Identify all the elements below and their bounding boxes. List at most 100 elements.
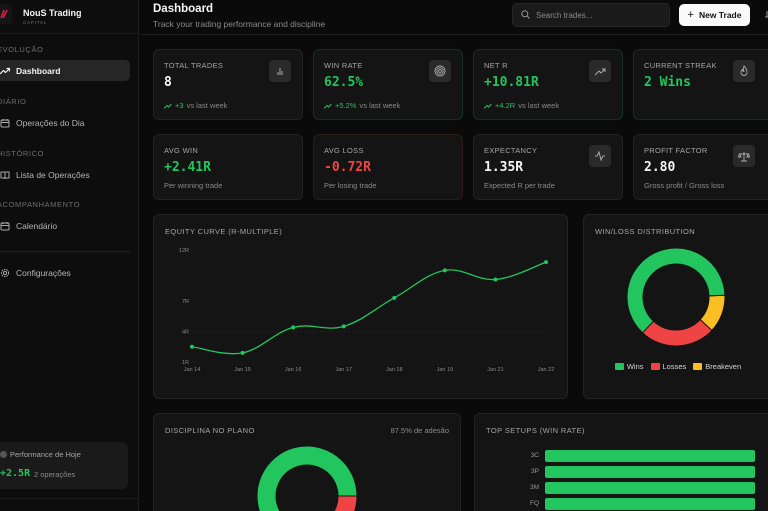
equity-point: [544, 260, 548, 265]
setup-bar[interactable]: [545, 498, 755, 510]
metric-sub: Per winning trade: [164, 181, 223, 190]
page-subtitle: Track your trading performance and disci…: [153, 19, 326, 29]
metric-trend: +5.2% vs last week: [324, 101, 400, 110]
metric-label: CURRENT STREAK: [644, 61, 717, 70]
status-dot-icon: [0, 451, 7, 458]
legend-swatch: [614, 363, 624, 370]
new-trade-button[interactable]: + New Trade: [679, 4, 750, 26]
sidebar-item-configuracoes[interactable]: Configurações: [0, 262, 130, 283]
gear-icon: [0, 268, 10, 278]
win-loss-donut-chart: [626, 247, 726, 347]
discipline-donut-chart: [256, 445, 358, 511]
top-setups-panel: TOP SETUPS (WIN RATE) 3C 3P 3M FQ: [474, 413, 768, 511]
legend-swatch: [650, 363, 660, 370]
book-icon: [0, 170, 10, 180]
metric-label: WIN RATE: [324, 61, 363, 70]
panel-title: DISCIPLINA NO PLANO: [165, 426, 255, 435]
brand[interactable]: NouS Trading CAPITAL: [0, 0, 139, 34]
metric-card-net-r: NET R +10.81R +4.2R vs last week: [473, 49, 623, 120]
equity-line: [191, 261, 547, 355]
sidebar-divider: [0, 498, 139, 499]
panel-title: EQUITY CURVE (R-MULTIPLE): [165, 227, 283, 236]
metric-value: 2 Wins: [644, 75, 691, 90]
legend-item-losses[interactable]: Losses: [650, 362, 687, 371]
metric-value: +2.41R: [164, 160, 211, 175]
trending-up-icon: [589, 60, 611, 82]
metric-label: AVG WIN: [164, 146, 199, 155]
metric-value: +10.81R: [484, 75, 539, 90]
performance-today-title: Performance de Hoje: [10, 450, 81, 459]
equity-point: [442, 268, 447, 273]
x-tick-label: Jan 16: [285, 367, 302, 373]
x-tick-label: Jan 15: [234, 367, 251, 373]
performance-today-sub: 2 operações: [34, 470, 76, 479]
setup-bar[interactable]: [545, 450, 755, 462]
metric-value: 8: [164, 75, 172, 90]
metric-delta-suffix: vs last week: [518, 101, 560, 110]
search-input[interactable]: [536, 10, 656, 20]
performance-today-card: Performance de Hoje +2.5R 2 operações: [0, 442, 128, 489]
equity-point: [493, 277, 498, 282]
discipline-panel: DISCIPLINA NO PLANO 87.5% de adesão: [153, 413, 461, 511]
metric-card-avg-win: AVG WIN +2.41R Per winning trade: [153, 134, 303, 200]
setup-bar[interactable]: [545, 482, 755, 494]
legend-item-breakeven[interactable]: Breakeven: [693, 362, 741, 371]
metric-sub: Expected R per trade: [484, 181, 555, 190]
sidebar-item-calendario[interactable]: Calendário: [0, 215, 130, 236]
search-box[interactable]: [512, 3, 670, 27]
panel-title: TOP SETUPS (WIN RATE): [486, 426, 585, 435]
trending-up-icon: [324, 103, 332, 109]
sidebar: NouS Trading CAPITAL EVOLUÇÃO Dashboard …: [0, 0, 139, 511]
section-label-historico: HISTÓRICO: [0, 149, 45, 158]
equity-curve-panel: EQUITY CURVE (R-MULTIPLE) 12R 7R 4R 1R Jan 1…: [153, 214, 568, 399]
trending-up-icon: [164, 103, 172, 109]
section-label-diario: DIÁRIO: [0, 97, 27, 106]
metric-delta: +3: [175, 101, 184, 110]
y-tick-label: 12R: [179, 248, 189, 254]
discipline-slice-0: [333, 495, 358, 511]
legend-label: Wins: [626, 362, 644, 371]
sidebar-item-lista-de-operacoes[interactable]: Lista de Operações: [0, 164, 130, 185]
metric-value: 1.35R: [484, 160, 524, 175]
panel-title: WIN/LOSS DISTRIBUTION: [595, 227, 696, 236]
legend-item-wins[interactable]: Wins: [614, 362, 644, 371]
sidebar-item-operacoes-do-dia[interactable]: Operações do Dia: [0, 112, 130, 133]
metric-card-win-rate: WIN RATE 62.5% +5.2% vs last week: [313, 49, 463, 120]
metric-label: EXPECTANCY: [484, 146, 538, 155]
metric-label: NET R: [484, 61, 508, 70]
metric-card-total-trades: TOTAL TRADES 8 +3 vs last week: [153, 49, 303, 120]
plus-icon: +: [687, 9, 694, 21]
equity-point: [291, 325, 296, 330]
sidebar-item-label: Configurações: [16, 267, 71, 278]
target-icon: [429, 60, 451, 82]
flame-icon: [733, 60, 755, 82]
performance-today-value: +2.5R: [0, 468, 31, 479]
bar-label: 3C: [530, 452, 539, 459]
legend-label: Breakeven: [705, 362, 742, 371]
bar-chart-icon: [269, 60, 291, 82]
metric-label: AVG LOSS: [324, 146, 364, 155]
metric-trend: +3 vs last week: [164, 101, 227, 110]
metric-value: 2.80: [644, 160, 676, 175]
metric-sub: Gross profit / Gross loss: [644, 181, 725, 190]
metric-card-avg-loss: AVG LOSS -0.72R Per losing trade: [313, 134, 463, 200]
legend-label: Losses: [662, 362, 687, 371]
legend-swatch: [693, 363, 703, 370]
sidebar-item-label: Calendário: [16, 220, 58, 231]
search-icon: [521, 6, 530, 24]
bar-label: 3P: [531, 468, 539, 475]
metric-delta-suffix: vs last week: [186, 101, 228, 110]
sidebar-divider: [0, 251, 130, 252]
setup-bar[interactable]: [545, 466, 755, 478]
metric-label: PROFIT FACTOR: [644, 146, 708, 155]
equity-point: [392, 295, 397, 300]
sidebar-item-dashboard[interactable]: Dashboard: [0, 60, 130, 81]
brand-logo: [0, 4, 12, 24]
equity-point: [240, 350, 245, 355]
equity-point: [341, 324, 346, 329]
header-overflow-icon[interactable]: [764, 10, 768, 18]
section-label-acompanhamento: ACOMPANHAMENTO: [0, 200, 81, 209]
y-tick-label: 4R: [182, 329, 189, 335]
discipline-adherence: 87.5% de adesão: [390, 426, 449, 435]
